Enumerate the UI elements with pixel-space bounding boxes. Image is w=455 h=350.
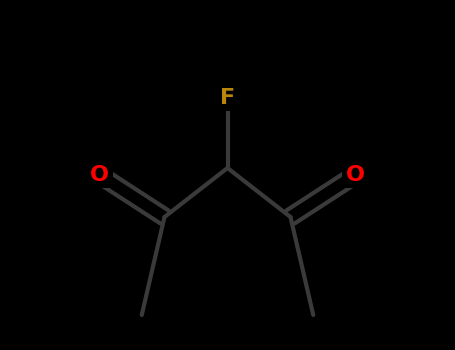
Text: O: O — [90, 165, 109, 185]
Text: F: F — [220, 88, 235, 108]
Text: O: O — [346, 165, 365, 185]
